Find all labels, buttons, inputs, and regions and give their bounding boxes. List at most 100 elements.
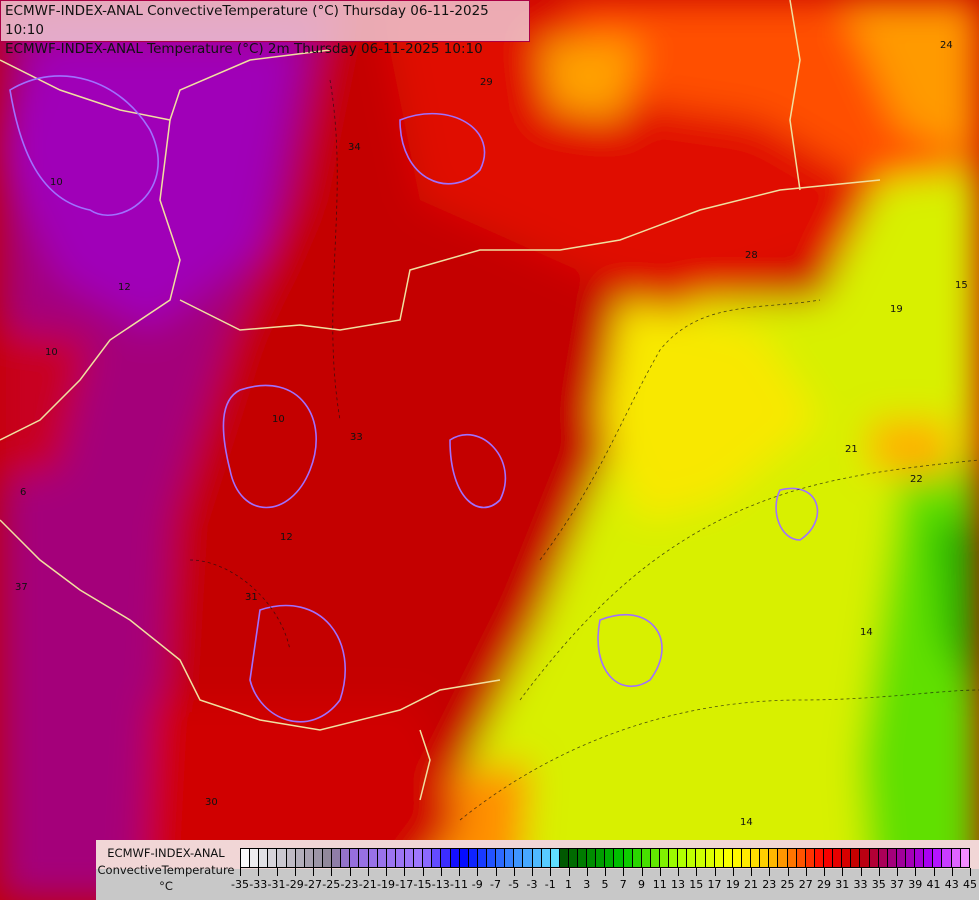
colorbar-swatch [860, 849, 870, 867]
colorbar-swatch [878, 849, 888, 867]
colorbar-swatch [596, 849, 606, 867]
colorbar-swatch [450, 849, 460, 867]
colorbar-swatch [496, 849, 506, 867]
colorbar-tick [276, 868, 278, 876]
colorbar-tick-label: 11 [652, 878, 667, 891]
colorbar-tick-label: 27 [798, 878, 813, 891]
colorbar-tick [459, 868, 460, 876]
contour-label: 14 [740, 817, 753, 828]
colorbar-swatch [268, 849, 278, 867]
legend-model: ECMWF-INDEX-ANAL [107, 846, 225, 860]
legend-parameter: ConvectiveTemperature [97, 863, 235, 877]
colorbar-swatch [769, 849, 779, 867]
colorbar-tick [805, 868, 807, 876]
colorbar-tick [696, 868, 698, 876]
colorbar-tick-label: 33 [853, 878, 868, 891]
contour-label: 31 [245, 592, 258, 603]
colorbar-tick [294, 868, 296, 876]
colorbar-tick [240, 868, 241, 876]
colorbar-swatch [295, 849, 305, 867]
colorbar-swatch [587, 849, 597, 867]
colorbar-tick [367, 868, 369, 876]
contour-label: 21 [845, 444, 858, 455]
colorbar-swatch [541, 849, 551, 867]
colorbar-swatch [550, 849, 560, 867]
colorbar-tick [586, 868, 588, 876]
contour-label: 30 [205, 797, 218, 808]
colorbar-tick [641, 868, 643, 876]
colorbar-swatch [951, 849, 961, 867]
colorbar-swatch [805, 849, 815, 867]
colorbar-swatch [887, 849, 897, 867]
colorbar-swatch [250, 849, 260, 867]
colorbar-tick-label: 17 [707, 878, 722, 891]
colorbar-tick-label: -5 [508, 878, 520, 891]
contour-label: 10 [272, 414, 285, 425]
contour-label: 33 [350, 432, 363, 443]
colorbar-swatch [341, 849, 351, 867]
colorbar-tick [550, 868, 552, 876]
colorbar-swatch [386, 849, 396, 867]
colorbar-tick [787, 868, 789, 876]
colorbar-tick [568, 868, 570, 876]
colorbar-swatch [732, 849, 743, 867]
colorbar-tick [495, 868, 497, 876]
colorbar-tick [915, 868, 917, 876]
colorbar-swatch [714, 849, 724, 867]
colorbar-swatch [241, 849, 251, 867]
colorbar-tick [842, 868, 844, 876]
colorbar-tick-label: 39 [908, 878, 923, 891]
colorbar-tick [404, 868, 406, 876]
contour-label: 19 [890, 304, 903, 315]
contour-label: 37 [15, 582, 28, 593]
colorbar-swatch [760, 849, 770, 867]
colorbar-tick-label: 21 [744, 878, 758, 891]
colorbar-swatch [532, 849, 542, 867]
colorbar-tick-label: 37 [890, 878, 904, 891]
colorbar-tick [605, 868, 606, 876]
colorbar-tick [440, 868, 442, 876]
colorbar-tick-label: 43 [944, 878, 959, 891]
colorbar-swatch [505, 849, 515, 867]
colorbar-swatch [350, 849, 360, 867]
colorbar-swatch [395, 849, 405, 867]
colorbar-tick [769, 868, 771, 876]
colorbar-swatch [286, 849, 296, 867]
colorbar-swatch [742, 849, 752, 867]
map-title: ECMWF-INDEX-ANAL ConvectiveTemperature (… [0, 0, 530, 57]
colorbar-swatch [678, 849, 688, 867]
colorbar-swatch [796, 849, 806, 867]
colorbar-tick [386, 868, 387, 876]
colorbar-tick [422, 868, 424, 876]
colorbar-tick [751, 868, 752, 876]
colorbar-tick-label: 15 [689, 878, 704, 891]
colorbar-tick-label: 45 [963, 878, 977, 891]
contour-label: 28 [745, 250, 758, 261]
colorbar-tick-label: -23 [340, 878, 359, 891]
colorbar-tick-label: -27 [304, 878, 322, 891]
isotherm-contours [9, 75, 819, 723]
colorbar-swatch [669, 849, 679, 867]
colorbar-swatch [787, 849, 797, 867]
colorbar-tick-label: 9 [638, 878, 645, 891]
colorbar-swatch [641, 849, 651, 867]
title-line-temperature: ECMWF-INDEX-ANAL Temperature (°C) 2m Thu… [5, 41, 483, 57]
colorbar-tick-label: 13 [671, 878, 685, 891]
colorbar-swatch [660, 849, 670, 867]
colorbar-swatch [468, 849, 478, 867]
colorbar-swatch [368, 849, 378, 867]
colorbar-tick [313, 868, 314, 876]
colorbar-tick-label: -25 [322, 878, 341, 891]
colorbar-swatch [259, 849, 269, 867]
colorbar-swatch [359, 849, 369, 867]
colorbar-tick [970, 868, 971, 876]
colorbar-tick-label: -3 [526, 878, 538, 891]
contour-label: 10 [45, 347, 58, 358]
colorbar-swatch [304, 849, 314, 867]
state-borders [0, 0, 881, 801]
color-legend: ECMWF-INDEX-ANAL ConvectiveTemperature °… [96, 840, 979, 900]
colorbar-swatch [915, 849, 925, 867]
colorbar-tick-label: -1 [544, 878, 556, 891]
